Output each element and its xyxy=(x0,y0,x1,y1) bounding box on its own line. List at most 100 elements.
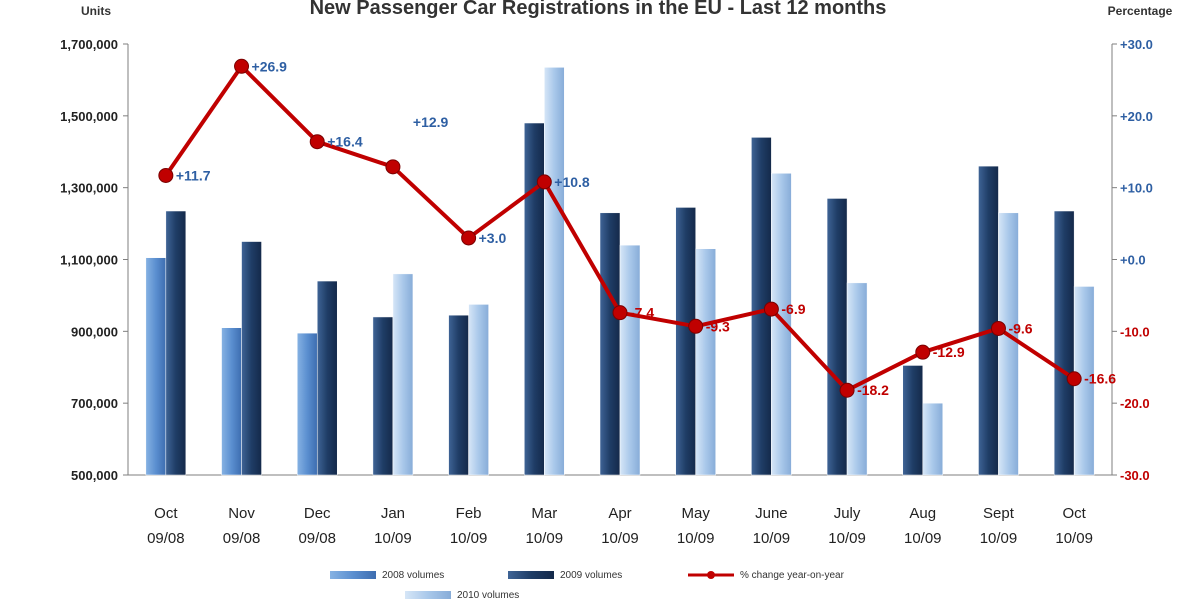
pct-change-label: -12.9 xyxy=(933,344,965,360)
category-label-month: July xyxy=(834,505,861,522)
category-label-period: 09/08 xyxy=(298,530,336,547)
bar-2008 xyxy=(145,257,167,476)
bar-2008 xyxy=(296,332,318,476)
pct-change-label: +26.9 xyxy=(252,58,288,74)
legend-swatch xyxy=(405,591,451,599)
category-label-month: Mar xyxy=(531,505,557,522)
pct-change-point xyxy=(461,230,477,246)
pct-change-point xyxy=(536,174,552,190)
bar-2010 xyxy=(544,67,565,476)
bar-2010 xyxy=(998,212,1019,476)
chart-title: New Passenger Car Registrations in the E… xyxy=(310,0,887,19)
category-label-period: 10/09 xyxy=(980,530,1018,547)
pct-change-label: +12.9 xyxy=(413,114,449,130)
bar-2009 xyxy=(316,280,338,476)
pct-change-label: +11.7 xyxy=(176,167,211,183)
bar-2009 xyxy=(826,198,848,476)
category-label-month: Oct xyxy=(154,505,178,522)
category-label-month: Dec xyxy=(304,505,331,522)
bar-2010 xyxy=(468,304,489,476)
category-label-period: 10/09 xyxy=(677,530,715,547)
bar-2009 xyxy=(675,207,696,476)
bar-2009 xyxy=(978,165,999,476)
category-label-period: 09/08 xyxy=(223,530,261,547)
legend-label: 2008 volumes xyxy=(382,570,444,581)
x-axis-categories: Oct 09/08 Nov 09/08 Dec 09/08 Jan 10/09 Feb 10/09… xyxy=(147,505,1093,547)
bar-2010 xyxy=(771,173,792,476)
pct-change-point xyxy=(990,320,1006,336)
category-label-period: 10/09 xyxy=(601,530,639,547)
right-tick-label: +0.0 xyxy=(1120,253,1146,268)
left-tick-label: 700,000 xyxy=(71,396,118,411)
bar-2010 xyxy=(619,244,641,476)
bar-2009 xyxy=(241,241,262,476)
legend-label: % change year-on-year xyxy=(740,570,845,581)
category-label-month: Aug xyxy=(909,505,936,522)
bar-2009 xyxy=(372,316,394,476)
category-label-period: 10/09 xyxy=(450,530,488,547)
pct-change-point xyxy=(839,382,855,398)
legend-swatch-marker xyxy=(707,571,715,579)
category-label-month: June xyxy=(755,505,788,522)
legend: 2008 volumes 2009 volumes % change year-on… xyxy=(330,570,845,600)
bar-2010 xyxy=(392,273,414,476)
right-tick-label: -30.0 xyxy=(1120,468,1150,483)
right-tick-label: +20.0 xyxy=(1120,109,1153,124)
pct-change-point xyxy=(688,318,704,334)
right-tick-label: +30.0 xyxy=(1120,37,1153,52)
pct-change-point xyxy=(612,305,628,321)
left-tick-label: 1,100,000 xyxy=(60,253,118,268)
category-label-month: Oct xyxy=(1062,505,1086,522)
pct-change-label: +10.8 xyxy=(554,174,590,190)
pct-change-layer: +11.7 +26.9 +16.4 +12.9 +3.0 +10.8 -7.4 -9.3 -6.… xyxy=(158,58,1116,398)
bar-2010 xyxy=(922,402,944,476)
category-label-period: 10/09 xyxy=(526,530,564,547)
category-label-period: 10/09 xyxy=(904,530,942,547)
pct-change-label: +16.4 xyxy=(327,134,363,150)
bar-2008 xyxy=(221,327,242,476)
category-label-month: Apr xyxy=(608,505,631,522)
pct-change-label: -9.6 xyxy=(1008,320,1032,336)
right-tick-label: +10.0 xyxy=(1120,181,1153,196)
legend-label: 2010 volumes xyxy=(457,590,519,600)
bars-layer xyxy=(145,67,1095,476)
legend-label: 2009 volumes xyxy=(560,570,622,581)
category-label-period: 10/09 xyxy=(374,530,412,547)
bar-2009 xyxy=(599,212,621,476)
category-label-period: 10/09 xyxy=(753,530,791,547)
left-axis-unit: Units xyxy=(81,4,111,18)
bar-2009 xyxy=(448,314,469,476)
category-label-period: 10/09 xyxy=(828,530,866,547)
pct-change-point xyxy=(234,58,250,74)
legend-swatch xyxy=(330,571,376,579)
right-axis-unit: Percentage xyxy=(1108,4,1173,18)
bar-2010 xyxy=(695,248,716,476)
pct-change-point xyxy=(915,344,931,360)
left-tick-label: 900,000 xyxy=(71,324,118,339)
category-label-month: Feb xyxy=(456,505,482,522)
bar-2009 xyxy=(1053,210,1075,476)
left-tick-label: 1,700,000 xyxy=(60,37,118,52)
category-label-month: Sept xyxy=(983,505,1015,522)
pct-change-point xyxy=(1066,371,1082,387)
pct-change-point xyxy=(158,167,174,183)
bar-2009 xyxy=(902,365,924,476)
right-tick-label: -20.0 xyxy=(1120,396,1150,411)
pct-change-label: -6.9 xyxy=(781,301,805,317)
pct-change-point xyxy=(309,134,325,150)
legend-swatch xyxy=(508,571,554,579)
pct-change-label: +3.0 xyxy=(479,230,507,246)
bar-2009 xyxy=(165,210,187,476)
category-label-period: 10/09 xyxy=(1055,530,1093,547)
category-label-month: Nov xyxy=(228,505,255,522)
category-label-month: Jan xyxy=(381,505,405,522)
left-tick-label: 1,500,000 xyxy=(60,109,118,124)
category-label-month: May xyxy=(682,505,711,522)
bar-2010 xyxy=(846,282,868,476)
pct-change-label: -18.2 xyxy=(857,382,889,398)
left-tick-label: 500,000 xyxy=(71,468,118,483)
pct-change-label: -16.6 xyxy=(1084,371,1116,387)
pct-change-label: -7.4 xyxy=(630,305,654,321)
pct-change-label: -9.3 xyxy=(706,318,730,334)
axes: 1,700,000 +30.0 1,500,000 +20.0 1,300,000 +10… xyxy=(60,37,1153,483)
